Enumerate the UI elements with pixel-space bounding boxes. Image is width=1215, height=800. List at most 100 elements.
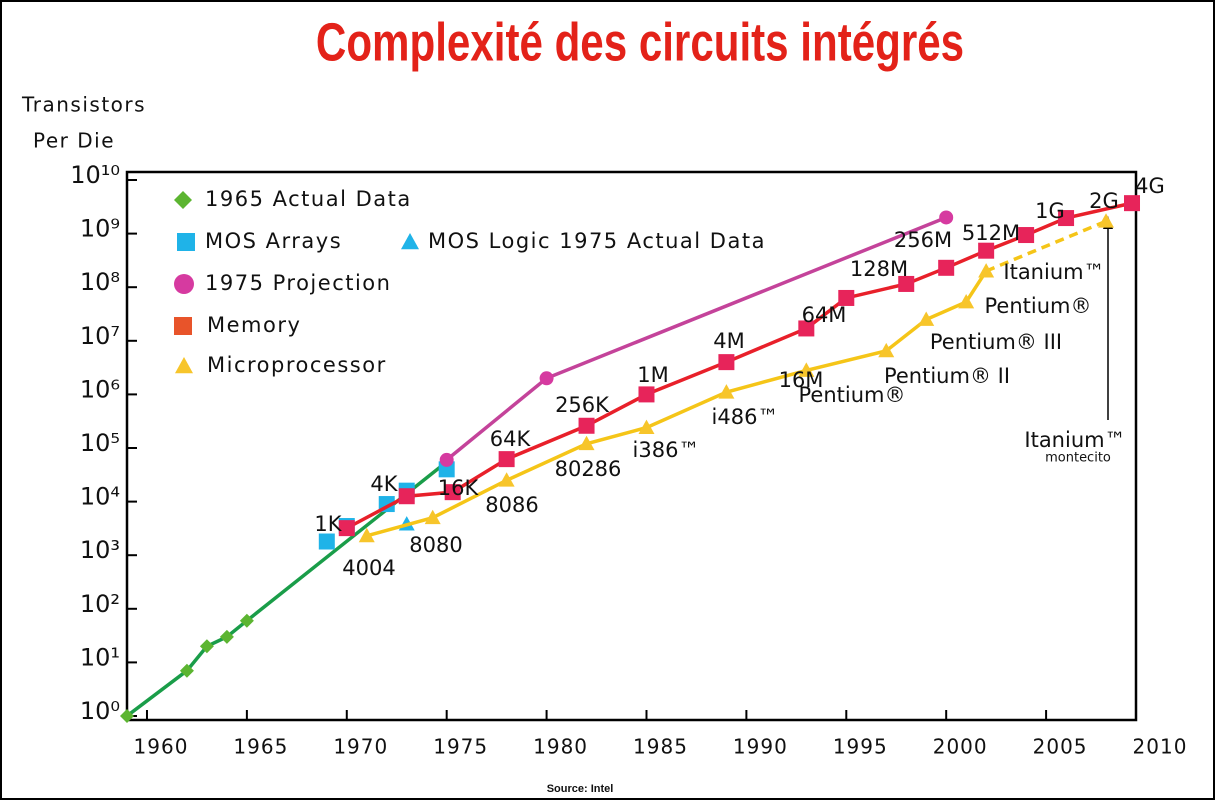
legend-label: Memory [207, 313, 301, 337]
annotation: 2G [1089, 189, 1119, 213]
y-tick-label: 10³ [80, 536, 120, 564]
point [239, 613, 254, 628]
x-tick-label: 1980 [533, 735, 588, 759]
annotation: 16K [438, 476, 480, 500]
y-tick-label: 10⁴ [80, 483, 120, 511]
legend-label: 1965 Actual Data [205, 187, 412, 211]
x-tick-label: 1985 [633, 735, 688, 759]
point [578, 417, 595, 434]
annotation: 64K [490, 427, 532, 451]
y-tick-label: 10² [80, 590, 120, 618]
annotation: 4K [370, 472, 398, 496]
annotation: 1K [314, 512, 342, 536]
x-tick-label: 1990 [733, 735, 788, 759]
point [358, 527, 375, 543]
point [1124, 195, 1141, 212]
annotation: Pentium® III [930, 330, 1062, 354]
point [638, 386, 655, 403]
point [424, 509, 441, 525]
source: Source: Intel [547, 783, 614, 795]
annotation: Pentium® [799, 383, 906, 407]
point [199, 639, 214, 654]
x-tick-label: 2000 [933, 735, 988, 759]
legend-marker [174, 317, 192, 335]
annotation: Itanium™ [1024, 428, 1125, 452]
point [798, 362, 815, 377]
point [120, 709, 134, 723]
x-tick-label: 1960 [134, 735, 189, 759]
point [539, 371, 554, 386]
point [444, 484, 461, 501]
series-line [445, 215, 947, 462]
x-tick-label: 1995 [833, 735, 888, 759]
annotation: Itanium™ [1003, 260, 1104, 284]
point [978, 263, 995, 278]
annotation: 256K [555, 393, 610, 417]
point [798, 320, 815, 337]
point [318, 533, 335, 550]
chart-title: Complexité des circuits intégrés [316, 12, 964, 72]
legend-marker [401, 233, 419, 250]
y-tick-label: 10⁶ [80, 375, 120, 403]
y-tick-label: 10⁹ [80, 215, 120, 243]
series-line [985, 219, 1107, 273]
legend-marker [175, 357, 193, 374]
legend-marker [174, 274, 194, 294]
point [718, 354, 735, 371]
annotation: Pentium® [985, 294, 1092, 318]
annotation: 8080 [409, 533, 462, 557]
point [718, 384, 735, 399]
x-tick-label: 1965 [233, 735, 288, 759]
annotation: 8086 [485, 493, 538, 517]
annotation: 64M [802, 303, 847, 327]
annotation: montecito [1045, 451, 1111, 466]
point [1058, 210, 1075, 227]
y-axis-title: Per Die [33, 129, 115, 153]
point [179, 663, 194, 678]
annotation: 512M [962, 221, 1020, 245]
annotation: 128M [850, 257, 908, 281]
annotation: 4004 [342, 556, 395, 580]
point [918, 311, 935, 326]
point [939, 210, 954, 225]
point [638, 419, 655, 435]
legend-label: 1975 Projection [205, 271, 391, 295]
y-tick-label: 10¹ [80, 643, 120, 671]
y-axis-title: Transistors [21, 93, 146, 117]
point [1098, 213, 1115, 228]
legend-label: MOS Logic 1975 Actual Data [428, 229, 766, 253]
y-tick-label: 10⁸ [80, 268, 120, 296]
point [958, 293, 975, 309]
annotation: 4G [1135, 174, 1165, 198]
point [498, 451, 515, 468]
y-tick-label: 10⁵ [80, 429, 120, 457]
legend-marker [177, 233, 195, 251]
annotation: 1M [637, 363, 668, 387]
point [219, 629, 234, 644]
x-tick-label: 1975 [433, 735, 488, 759]
annotation: 16M [779, 368, 824, 392]
legend-marker [174, 191, 192, 209]
y-tick-label: 10⁷ [80, 322, 120, 350]
point [938, 259, 955, 276]
point [898, 275, 915, 292]
y-tick-label: 10¹⁰ [70, 161, 120, 189]
point [978, 242, 995, 259]
x-tick-label: 2010 [1133, 735, 1188, 759]
legend-label: Microprocessor [207, 353, 387, 377]
point [838, 289, 855, 306]
series-line [125, 460, 448, 718]
point [439, 452, 454, 467]
plot-frame [125, 170, 1138, 722]
annotation: i386™ [633, 438, 700, 462]
legend-label: MOS Arrays [205, 229, 342, 253]
point [578, 435, 595, 451]
annotation: 80286 [555, 457, 622, 481]
x-tick-label: 1970 [333, 735, 388, 759]
x-tick-label: 2005 [1033, 735, 1088, 759]
y-tick-label: 10⁰ [80, 697, 120, 725]
point [1018, 227, 1035, 244]
point [878, 342, 895, 358]
